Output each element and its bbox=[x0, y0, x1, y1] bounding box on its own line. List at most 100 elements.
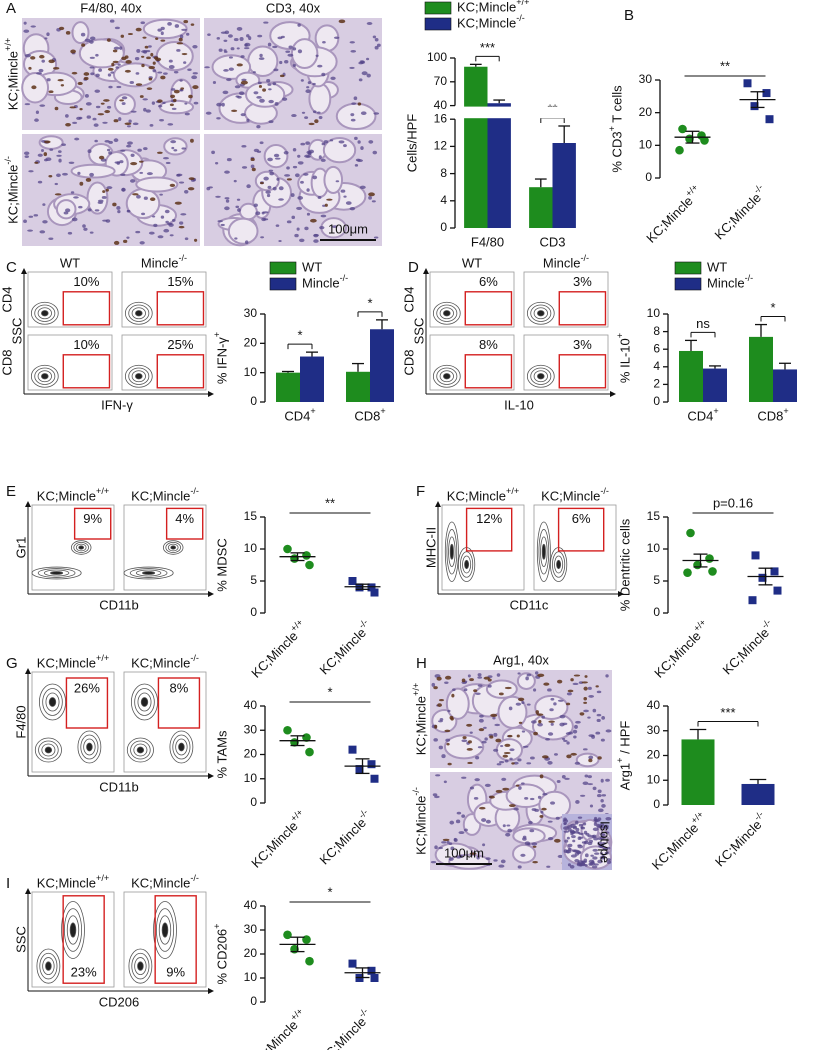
nucleus bbox=[120, 173, 126, 176]
nucleus bbox=[23, 151, 30, 156]
nucleus bbox=[545, 737, 550, 741]
nucleus bbox=[526, 673, 532, 677]
contour bbox=[541, 543, 546, 560]
data-point bbox=[773, 586, 782, 595]
stain bbox=[54, 106, 59, 111]
nucleus bbox=[106, 148, 111, 152]
stain bbox=[57, 79, 64, 82]
nucleus bbox=[589, 804, 594, 808]
nucleus bbox=[36, 72, 42, 75]
stain bbox=[490, 713, 498, 718]
x-tick-label: CD4+ bbox=[284, 406, 315, 423]
nucleus bbox=[606, 858, 611, 862]
nucleus bbox=[89, 39, 94, 44]
contour bbox=[443, 373, 451, 380]
stain bbox=[160, 39, 166, 42]
stain bbox=[469, 852, 477, 855]
nucleus bbox=[374, 38, 379, 42]
nucleus bbox=[179, 79, 183, 82]
nucleus bbox=[146, 172, 153, 176]
nucleus bbox=[317, 195, 322, 200]
contour bbox=[34, 304, 56, 322]
y-tick-label: 0 bbox=[645, 170, 652, 184]
stain bbox=[262, 88, 267, 92]
nucleus bbox=[24, 103, 31, 106]
nucleus bbox=[461, 814, 466, 818]
nucleus bbox=[350, 113, 355, 117]
nucleus bbox=[320, 214, 327, 218]
arrow bbox=[208, 773, 214, 779]
nucleus bbox=[244, 42, 251, 47]
nucleus bbox=[434, 795, 440, 799]
nucleus bbox=[46, 78, 51, 82]
nucleus bbox=[109, 19, 115, 23]
nucleus bbox=[567, 863, 571, 867]
y-tick-label: 30 bbox=[244, 922, 258, 936]
nucleus bbox=[158, 104, 163, 108]
contour bbox=[140, 697, 149, 707]
nucleus bbox=[306, 212, 311, 216]
nucleus bbox=[89, 56, 95, 59]
contour bbox=[78, 545, 85, 550]
data-point bbox=[678, 124, 687, 134]
nucleus bbox=[173, 70, 179, 74]
nucleus bbox=[139, 171, 144, 174]
stain bbox=[83, 72, 90, 76]
inset-label: Isotype bbox=[598, 821, 613, 863]
x-tick-label: CD4+ bbox=[687, 406, 718, 423]
stain bbox=[502, 754, 509, 758]
gate-percent: 4% bbox=[175, 511, 194, 526]
contour bbox=[77, 730, 102, 764]
contour bbox=[533, 307, 548, 320]
stain bbox=[511, 762, 515, 765]
contour bbox=[130, 740, 151, 760]
nucleus bbox=[600, 778, 604, 783]
stain bbox=[240, 80, 248, 85]
nucleus bbox=[595, 731, 601, 735]
stain bbox=[532, 860, 538, 864]
bar bbox=[346, 371, 370, 402]
stain bbox=[54, 193, 62, 196]
flow-x-label: CD206 bbox=[99, 994, 139, 1009]
stain bbox=[178, 225, 185, 229]
nucleus bbox=[547, 837, 554, 841]
nucleus bbox=[594, 819, 600, 822]
gland bbox=[247, 45, 279, 78]
nucleus bbox=[484, 737, 488, 741]
bar bbox=[464, 66, 488, 228]
nucleus bbox=[282, 97, 288, 101]
bar bbox=[703, 368, 727, 402]
nucleus bbox=[591, 865, 598, 869]
stain bbox=[581, 681, 588, 684]
flow-row-label: CD8 bbox=[401, 349, 416, 375]
bar bbox=[487, 103, 511, 228]
stain bbox=[28, 66, 32, 70]
nucleus bbox=[178, 181, 185, 184]
nucleus bbox=[318, 155, 322, 159]
nucleus bbox=[292, 147, 297, 152]
nucleus bbox=[564, 839, 569, 843]
stain bbox=[548, 720, 555, 723]
nucleus bbox=[130, 110, 137, 113]
nucleus bbox=[135, 230, 141, 234]
nucleus bbox=[354, 136, 358, 140]
micrograph-title: Arg1, 40x bbox=[493, 652, 549, 667]
gate bbox=[73, 507, 112, 540]
nucleus bbox=[241, 166, 248, 169]
nucleus bbox=[119, 160, 124, 164]
nucleus bbox=[268, 99, 274, 104]
nucleus bbox=[587, 716, 591, 719]
stain bbox=[141, 63, 145, 68]
nucleus bbox=[604, 851, 608, 855]
arrow bbox=[208, 391, 214, 397]
contour bbox=[130, 683, 159, 721]
stain bbox=[146, 56, 151, 60]
significance-label: * bbox=[327, 684, 332, 699]
nucleus bbox=[374, 45, 379, 50]
nucleus bbox=[584, 864, 588, 867]
nucleus bbox=[211, 150, 215, 155]
nucleus bbox=[487, 684, 492, 688]
stain bbox=[121, 56, 127, 61]
nucleus bbox=[583, 822, 587, 826]
nucleus bbox=[500, 744, 504, 748]
